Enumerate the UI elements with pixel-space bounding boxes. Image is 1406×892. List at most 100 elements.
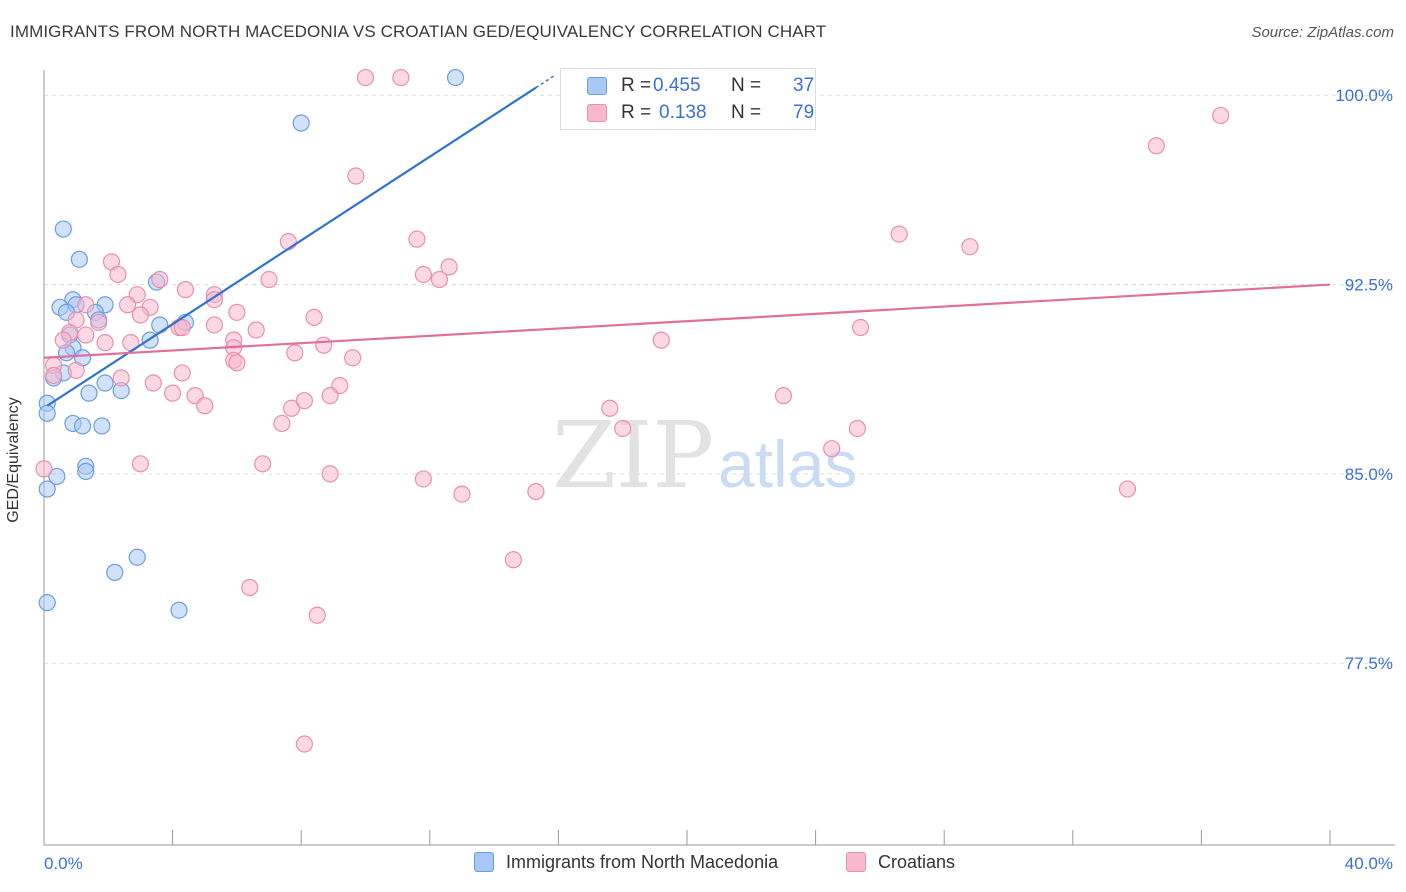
croatian-point[interactable] (961, 238, 979, 256)
watermark-atlas: atlas (718, 427, 857, 501)
croatian-point[interactable] (823, 440, 841, 458)
croatian-point[interactable] (347, 167, 365, 185)
croatian-point[interactable] (54, 331, 72, 349)
macedonia-point[interactable] (48, 467, 66, 486)
croatian-point[interactable] (295, 735, 314, 753)
macedonia-point[interactable] (292, 114, 310, 132)
croatian-point[interactable] (247, 321, 265, 339)
croatian-point[interactable] (614, 419, 632, 438)
croatian-point[interactable] (173, 318, 191, 337)
croatian-point[interactable] (848, 419, 866, 438)
y-tick-label: 100.0% (1335, 86, 1393, 105)
croatian-point[interactable] (173, 364, 191, 382)
croatian-point[interactable] (164, 384, 182, 402)
macedonia-point[interactable] (38, 594, 56, 612)
macedonia-point[interactable] (106, 563, 124, 581)
croatian-point[interactable] (440, 258, 458, 276)
macedonia-point[interactable] (151, 316, 169, 334)
croatian-point[interactable] (112, 369, 130, 387)
legend-r-value: 0.138 (659, 102, 707, 123)
legend-item-croatians[interactable]: Croatians (846, 852, 955, 873)
croatian-point[interactable] (414, 470, 432, 488)
croatian-point[interactable] (356, 68, 375, 87)
croatian-point[interactable] (305, 308, 323, 326)
croatian-point[interactable] (241, 578, 259, 597)
croatian-point[interactable] (890, 225, 908, 243)
croatian-point[interactable] (205, 316, 223, 334)
legend-item-macedonia[interactable]: Immigrants from North Macedonia (474, 852, 778, 873)
croatian-point[interactable] (1212, 106, 1230, 125)
macedonia-point[interactable] (38, 480, 56, 498)
chart-title: IMMIGRANTS FROM NORTH MACEDONIA VS CROAT… (10, 22, 827, 41)
croatian-point[interactable] (273, 414, 291, 433)
croatian-point[interactable] (131, 306, 150, 324)
legend-r-value: 0.455 (653, 75, 701, 96)
tick-labels: 100.0% 92.5% 85.0% 77.5% 0.0% 40.0% (44, 86, 1393, 873)
croatian-point[interactable] (205, 291, 223, 309)
macedonia-point[interactable] (93, 417, 111, 435)
croatian-point[interactable] (1147, 137, 1165, 155)
croatian-point[interactable] (144, 374, 162, 392)
macedonia-point[interactable] (77, 462, 95, 480)
trend-lines (43, 74, 1331, 407)
croatian-point[interactable] (90, 313, 108, 332)
macedonia-point[interactable] (54, 220, 72, 238)
croatian-point[interactable] (315, 336, 333, 354)
macedonia-point[interactable] (73, 417, 92, 435)
y-tick-label: 92.5% (1345, 276, 1393, 295)
macedonia-point[interactable] (446, 68, 465, 87)
croatian-point[interactable] (321, 387, 339, 405)
croatian-point[interactable] (196, 397, 214, 415)
croatian-point[interactable] (414, 265, 432, 284)
croatian-point[interactable] (1118, 480, 1137, 498)
croatian-point[interactable] (321, 465, 339, 483)
croatian-point[interactable] (151, 270, 169, 289)
croatian-point[interactable] (408, 230, 426, 248)
croatian-point[interactable] (774, 387, 793, 405)
croatian-point[interactable] (176, 281, 195, 299)
croatian-point[interactable] (453, 485, 471, 503)
legend-r-label: R = (621, 75, 652, 96)
croatian-point[interactable] (601, 399, 619, 417)
croatian-point[interactable] (308, 606, 326, 624)
croatian-point[interactable] (35, 460, 53, 478)
macedonia-point[interactable] (38, 404, 56, 422)
croatian-point[interactable] (260, 270, 278, 289)
legend-swatch-pink (846, 852, 866, 872)
macedonia-point[interactable] (70, 250, 88, 268)
croatian-point[interactable] (344, 349, 362, 367)
legend-swatch-blue (474, 852, 494, 872)
macedonia-point[interactable] (128, 548, 146, 566)
croatian-point[interactable] (286, 344, 304, 362)
croatian-point[interactable] (527, 482, 545, 501)
legend-label-macedonia: Immigrants from North Macedonia (506, 852, 779, 872)
legend-n-value: 79 (793, 102, 815, 123)
croatian-point[interactable] (392, 68, 410, 87)
y-axis-label: GED/Equivalency (5, 397, 22, 523)
croatian-point[interactable] (430, 270, 449, 289)
croatian-point[interactable] (118, 296, 137, 314)
croatian-point[interactable] (852, 318, 870, 337)
croatian-point[interactable] (254, 455, 272, 473)
croatian-point[interactable] (45, 366, 63, 385)
croatian-point[interactable] (77, 296, 95, 314)
legend-r-label: R = (621, 102, 652, 123)
macedonia-point[interactable] (80, 384, 98, 402)
croatian-point[interactable] (504, 551, 522, 569)
legend-swatch-pink (587, 104, 607, 122)
croatian-point[interactable] (228, 354, 246, 372)
croatian-point[interactable] (652, 331, 670, 349)
croatian-point[interactable] (131, 455, 150, 473)
legend-swatch-blue (587, 77, 607, 95)
x-tick-label: 40.0% (1345, 854, 1393, 873)
croatian-point[interactable] (67, 361, 85, 380)
croatian-point[interactable] (295, 392, 314, 410)
croatian-point[interactable] (77, 326, 95, 344)
macedonia-point[interactable] (96, 374, 114, 392)
croatian-point[interactable] (228, 303, 246, 321)
croatian-point[interactable] (96, 334, 114, 352)
croatian-point[interactable] (282, 399, 301, 417)
croatian-point[interactable] (109, 265, 127, 284)
macedonia-point[interactable] (170, 601, 188, 619)
croatian-point[interactable] (279, 233, 297, 251)
